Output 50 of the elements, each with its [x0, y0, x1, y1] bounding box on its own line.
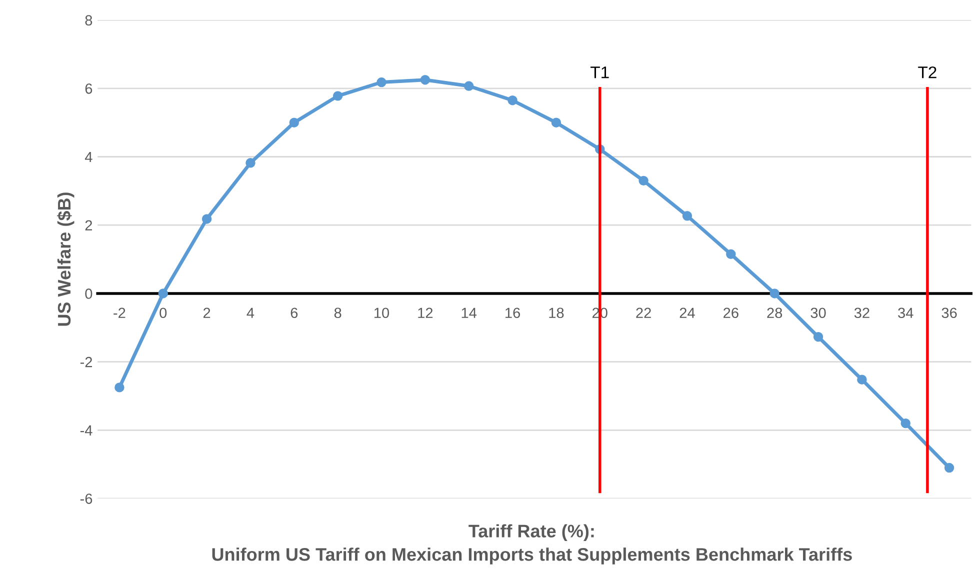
point — [682, 211, 692, 221]
x-tick-label: 30 — [810, 308, 826, 318]
point — [944, 462, 954, 473]
x-tick-label: 16 — [506, 308, 520, 318]
point — [857, 374, 867, 384]
point — [770, 288, 780, 298]
x-tick-label: 12 — [418, 308, 433, 318]
point — [551, 118, 562, 128]
ref-line-label: T1 — [590, 66, 609, 78]
point — [332, 91, 343, 101]
x-tick-label: -2 — [114, 308, 126, 318]
point — [508, 96, 518, 106]
ref-line-label: T2 — [918, 66, 936, 78]
point — [464, 81, 474, 91]
x-tick-label: 6 — [290, 308, 298, 318]
x-tick-label: 32 — [854, 308, 870, 318]
y-tick-label: 2 — [85, 220, 92, 230]
y-tick-label: 0 — [85, 288, 92, 299]
y-axis-title: US Welfare ($B) — [57, 192, 74, 326]
x-tick-label: 2 — [203, 308, 210, 318]
point — [726, 249, 736, 260]
y-tick-label: 4 — [84, 152, 92, 162]
point — [900, 418, 910, 428]
point — [376, 77, 386, 88]
point — [813, 332, 824, 342]
point — [246, 158, 256, 168]
x-tick-label: 36 — [942, 308, 957, 318]
x-tick-label: 22 — [636, 308, 651, 318]
y-tick-label: 8 — [85, 15, 92, 26]
point — [638, 176, 648, 186]
x-tick-label: 34 — [898, 308, 914, 318]
x-tick-label: 4 — [246, 308, 254, 318]
y-tick-label: -4 — [80, 425, 92, 436]
x-tick-label: 28 — [767, 308, 782, 318]
point — [420, 75, 430, 85]
x-axis-title: Tariff Rate (%): Uniform US Tariff on Mexican Imports that Supplements Benchmark Tariffs — [212, 524, 852, 564]
point — [158, 288, 168, 298]
x-tick-label: 8 — [334, 308, 342, 318]
x-tick-label: 18 — [549, 308, 564, 318]
y-tick-label: 6 — [85, 84, 92, 94]
y-tick-label: -2 — [80, 356, 92, 368]
x-tick-label: 26 — [724, 308, 738, 318]
x-tick-label: 24 — [680, 308, 695, 318]
x-tick-label: 10 — [374, 308, 390, 318]
point — [202, 214, 212, 224]
point — [114, 382, 124, 392]
x-tick-label: 0 — [160, 308, 167, 318]
y-tick-label: -6 — [80, 494, 92, 504]
x-tick-label: 14 — [462, 308, 477, 318]
point — [289, 118, 300, 128]
